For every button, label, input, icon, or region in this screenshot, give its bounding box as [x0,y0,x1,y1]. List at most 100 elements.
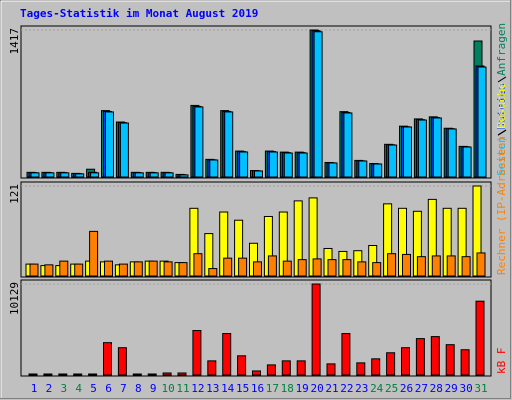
bar [401,347,410,376]
x-tick-label: 30 [459,382,472,395]
y-tick-label: 121 [8,184,21,204]
bar [164,172,174,178]
bar [373,163,383,178]
bar [30,172,40,178]
bar [445,344,455,376]
bar [74,263,84,277]
x-tick-label: 14 [221,382,235,395]
bar [133,261,143,277]
bar [462,146,472,178]
bar [224,111,234,178]
bar [477,66,487,178]
x-tick-label: 21 [325,382,338,395]
bar [475,300,485,376]
bar [147,373,157,376]
x-tick-label: 28 [430,382,443,395]
bar [386,352,396,376]
x-tick-label: 2 [46,382,53,395]
bar [192,330,202,376]
bar [148,260,158,277]
legend-entry: Seiten [495,136,508,176]
bar [119,122,129,178]
chart-title: Tages-Statistik im Monat August 2019 [20,7,258,20]
x-tick-label: 18 [281,382,294,395]
bar [267,255,277,277]
bar [430,336,440,376]
bar [328,162,338,178]
x-tick-label: 12 [191,382,204,395]
x-tick-label: 7 [120,382,127,395]
bar [105,111,114,178]
bar [237,355,247,376]
bar [341,333,351,376]
bar [252,370,261,376]
bar [327,259,337,277]
bar [207,360,217,376]
bar [89,230,99,277]
bar [312,258,322,277]
bar [238,257,248,277]
x-tick-label: 27 [415,382,428,395]
x-tick-label: 24 [370,382,384,395]
legend-separator [497,129,507,136]
bar [298,152,308,178]
bar [311,283,321,376]
bar [415,338,425,376]
plot-area [20,25,492,179]
bar [223,257,233,277]
legend-entry: Dateien [495,83,508,129]
bar [103,342,112,376]
bar [60,172,70,178]
bar [29,263,39,277]
x-tick-label: 29 [445,382,458,395]
bar [266,364,276,376]
legend-entry: Anfragen [495,23,508,76]
bar [357,261,367,277]
bar [253,261,262,277]
bar [446,255,456,277]
x-tick-label: 19 [296,382,309,395]
bar [283,152,293,178]
bar [431,255,441,277]
bar [117,347,127,376]
bar [179,174,189,178]
bar [132,373,142,376]
bar [44,264,54,277]
bar [313,31,323,178]
legend-entry: Rechner (IP-Adressen) [495,136,508,275]
x-tick-label: 15 [236,382,249,395]
bar [104,260,113,277]
x-tick-label: 13 [206,382,219,395]
legend-separator [497,76,507,83]
bar [268,151,278,178]
bar [73,373,83,376]
bar [58,373,68,376]
bar [118,263,128,277]
x-tick-label: 4 [75,382,82,395]
bar [209,159,219,178]
bar [43,373,53,376]
bar [402,253,411,277]
x-tick-label: 17 [266,382,279,395]
bar [461,256,471,277]
bar [193,253,203,277]
bar [371,358,381,376]
bar [222,333,232,376]
bar [162,372,172,376]
x-tick-label: 31 [474,382,487,395]
bar [372,262,382,277]
bar [476,252,486,277]
x-tick-label: 6 [105,382,112,395]
plot-area [20,279,492,377]
bar [45,172,55,178]
bar [254,170,263,178]
bar [88,373,98,376]
bar [403,126,412,178]
x-tick-label: 22 [340,382,353,395]
x-tick-label: 8 [135,382,142,395]
bar [134,172,144,178]
bar [343,112,353,178]
bar [28,373,38,376]
legend-entry: kB F [495,348,508,375]
